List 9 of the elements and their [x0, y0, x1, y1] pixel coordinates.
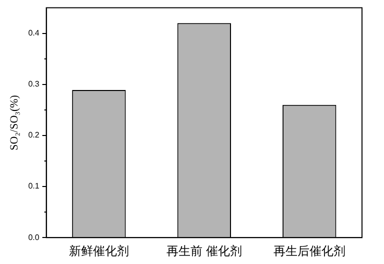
x-tick-label: 再生前 催化剂 — [166, 244, 242, 258]
y-tick-label: 0.1 — [28, 182, 40, 191]
y-axis-title: SO₂/SO₃(%) — [8, 94, 20, 150]
x-tick-label: 新鲜催化剂 — [68, 244, 129, 258]
y-tick-label: 0.3 — [28, 80, 40, 89]
y-tick-label: 0.0 — [28, 232, 40, 242]
x-tick-label: 再生后催化剂 — [273, 244, 346, 258]
y-tick-label: 0.2 — [28, 130, 40, 140]
y-tick-label: 0.4 — [28, 28, 40, 38]
